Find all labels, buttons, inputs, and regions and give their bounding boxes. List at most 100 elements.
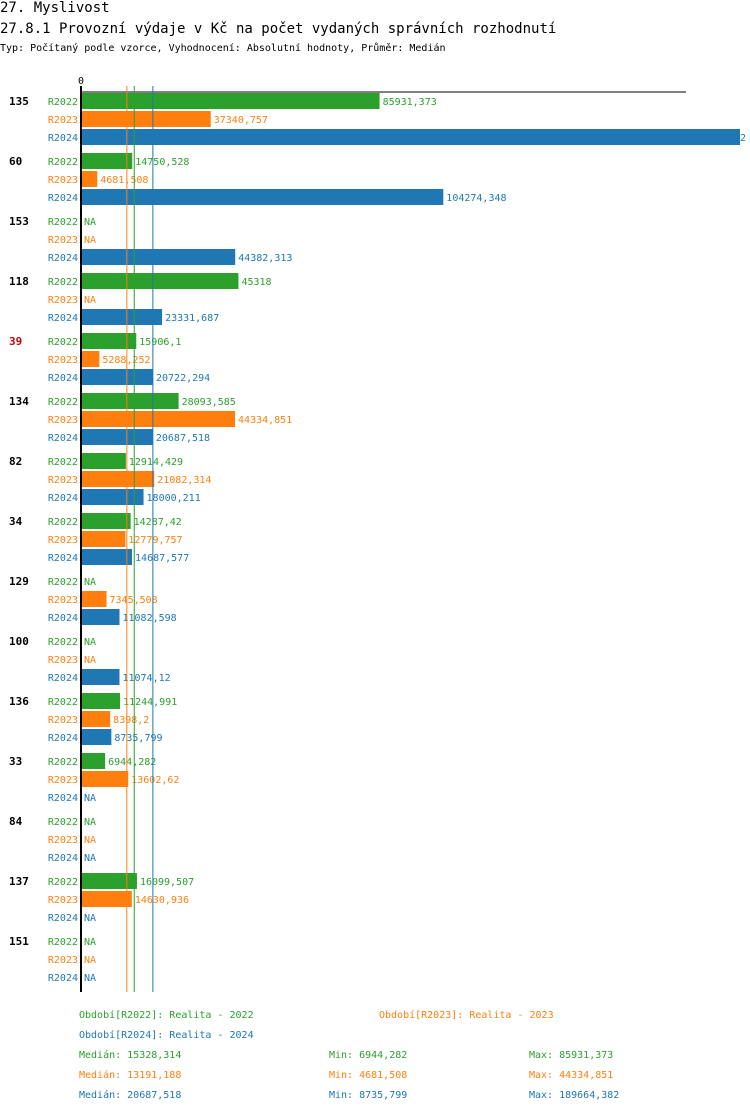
series-label: R2024 (48, 793, 78, 804)
series-label: R2022 (48, 937, 78, 948)
data-label: 23331,687 (165, 313, 219, 324)
bar (81, 429, 153, 445)
na-label: NA (84, 217, 96, 228)
series-label: R2022 (48, 877, 78, 888)
data-label: 4681,508 (100, 175, 148, 186)
na-label: NA (84, 637, 96, 648)
bar (81, 309, 163, 325)
data-label: 44334,851 (238, 415, 292, 426)
series-label: R2023 (48, 535, 78, 546)
stat-max: Max: 44334,851 (529, 1070, 613, 1081)
series-label: R2022 (48, 397, 78, 408)
data-label: 7345,508 (110, 595, 158, 606)
data-label: 14287,42 (134, 517, 182, 528)
bar (81, 873, 137, 889)
series-label: R2022 (48, 337, 78, 348)
bar (81, 369, 154, 385)
series-label: R2024 (48, 853, 78, 864)
group-label: 129 (9, 575, 29, 588)
series-label: R2023 (48, 955, 78, 966)
group-label: 84 (9, 815, 23, 828)
series-label: R2024 (48, 253, 78, 264)
series-label: R2023 (48, 655, 78, 666)
series-label: R2022 (48, 757, 78, 768)
series-label: R2024 (48, 193, 78, 204)
group-label: 151 (9, 935, 29, 948)
page-title: 27. Myslivost (0, 0, 110, 16)
data-label: 8735,799 (114, 733, 162, 744)
series-label: R2024 (48, 733, 78, 744)
series-label: R2023 (48, 475, 78, 486)
na-label: NA (84, 295, 96, 306)
legend-entry: Období[R2024]: Realita - 2024 (79, 1029, 254, 1041)
na-label: NA (84, 853, 96, 864)
series-label: R2023 (48, 835, 78, 846)
series-label: R2024 (48, 673, 78, 684)
data-label: 20722,294 (156, 373, 210, 384)
data-label: 104274,348 (446, 193, 506, 204)
bar (81, 711, 111, 727)
series-label: R2022 (48, 97, 78, 108)
series-label: R2023 (48, 295, 78, 306)
series-label: R2023 (48, 235, 78, 246)
group-label: 33 (9, 755, 22, 768)
stat-min: Min: 8735,799 (329, 1090, 407, 1101)
series-label: R2022 (48, 157, 78, 168)
bar (81, 489, 144, 505)
series-label: R2024 (48, 313, 78, 324)
series-label: R2024 (48, 493, 78, 504)
series-label: R2022 (48, 637, 78, 648)
data-label: 8398,2 (113, 715, 149, 726)
series-label: R2022 (48, 517, 78, 528)
data-label: 12779,757 (128, 535, 182, 546)
series-label: R2024 (48, 133, 78, 144)
bar (81, 513, 131, 529)
bar (81, 471, 155, 487)
data-label: 37340,757 (214, 115, 268, 126)
group-label: 34 (9, 515, 23, 528)
data-label: 20687,518 (156, 433, 210, 444)
series-label: R2023 (48, 175, 78, 186)
series-label: R2022 (48, 217, 78, 228)
series-label: R2022 (48, 577, 78, 588)
bar (81, 609, 120, 625)
series-label: R2024 (48, 613, 78, 624)
legend-entry: Období[R2022]: Realita - 2022 (79, 1009, 254, 1021)
series-label: R2024 (48, 913, 78, 924)
na-label: NA (84, 835, 96, 846)
series-label: R2022 (48, 697, 78, 708)
group-label: 136 (9, 695, 29, 708)
stat-median: Medián: 15328,314 (79, 1049, 181, 1061)
bar (81, 351, 100, 367)
bar (81, 411, 236, 427)
group-label: 100 (9, 635, 29, 648)
bar (81, 111, 211, 127)
bar (81, 753, 106, 769)
group-label: 60 (9, 155, 22, 168)
series-label: R2024 (48, 973, 78, 984)
na-label: NA (84, 817, 96, 828)
chart-meta: Typ: Počítaný podle vzorce, Vyhodnocení:… (0, 43, 446, 54)
bar (81, 129, 740, 145)
group-label: 137 (9, 875, 29, 888)
na-label: NA (84, 235, 96, 246)
group-label: 135 (9, 95, 29, 108)
series-label: R2023 (48, 895, 78, 906)
group-label: 39 (9, 335, 22, 348)
na-label: NA (84, 577, 96, 588)
bar (81, 531, 126, 547)
bar (81, 333, 137, 349)
series-label: R2024 (48, 433, 78, 444)
data-label: 85931,373 (383, 97, 437, 108)
stat-median: Medián: 13191,188 (79, 1069, 181, 1081)
series-label: R2022 (48, 817, 78, 828)
data-label: 45318 (241, 277, 271, 288)
data-label: 44382,313 (238, 253, 292, 264)
na-label: NA (84, 655, 96, 666)
series-label: R2023 (48, 775, 78, 786)
data-label: 28093,585 (182, 397, 236, 408)
series-label: R2022 (48, 457, 78, 468)
bar (81, 729, 112, 745)
series-label: R2023 (48, 115, 78, 126)
data-label: 14750,528 (135, 157, 189, 168)
